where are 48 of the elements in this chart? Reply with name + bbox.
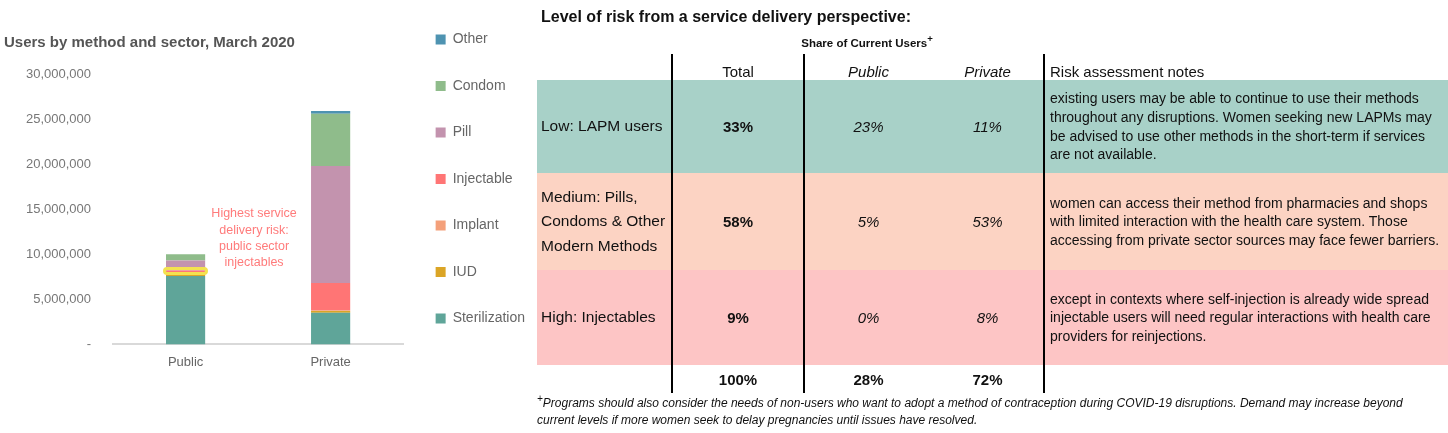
category-label: Public — [804, 54, 932, 80]
text: 8% — [976, 309, 999, 326]
legend-label: IUD — [452, 262, 477, 279]
text: 100% — [718, 370, 758, 388]
bar — [311, 113, 351, 166]
category-label: High: Injectables — [541, 308, 656, 326]
chart-title: Users by method and sector, March 2020 — [4, 33, 295, 51]
bar — [166, 275, 206, 345]
text: Share of Current Users$^{+}$ — [800, 33, 934, 49]
category-label: Total — [672, 54, 804, 80]
text: $^{+}$Programs should also consider the needs of non-users who want to adopt a method of contraception during COVID-19 disruptions. Demand may increase beyond current levels if more women seek to delay pregnancies until issues have resolved. — [537, 392, 1404, 430]
text: 0% — [857, 309, 880, 326]
category-label: Private — [963, 62, 1012, 80]
text: 5% — [857, 213, 880, 230]
y-tick-label: 5,000,000 — [33, 290, 92, 306]
legend-label: Other — [452, 30, 488, 47]
bar — [311, 283, 351, 311]
y-tick-label: 20,000,000 — [25, 155, 92, 171]
text: except in contexts where self-injection is already wide spread injectable users will need regular interactions with health care providers for reinjections. — [1050, 290, 1431, 344]
y-tick-label: 10,000,000 — [25, 245, 92, 261]
text: existing users may be able to continue to use their methods throughout any disruptions. Women seeking new LAPMs may be advised to use other methods in the short-term if services are not available. — [1050, 90, 1432, 163]
text: 33% — [722, 118, 754, 135]
category-label: Medium: Pills, Condoms & Other Modern Methods — [541, 188, 666, 254]
bar — [311, 110, 351, 114]
text: 11% — [973, 118, 1002, 135]
text: Level of risk from a service delivery perspective: — [541, 8, 911, 26]
text: 28% — [853, 370, 884, 388]
legend-label: Injectable — [452, 169, 513, 186]
legend-label: Condom — [452, 76, 506, 93]
text: women can access their method from pharmacies and shops with limited interaction with the health care system. Those accessing from private sector sources may face fewer barriers. — [1050, 194, 1440, 248]
text: 9% — [727, 309, 749, 326]
text: 58% — [722, 213, 754, 230]
annotation: Highest service delivery risk: public sector injectables — [210, 205, 298, 271]
text: 72% — [972, 370, 1003, 388]
y-tick-label: 30,000,000 — [25, 65, 92, 81]
category-label: Risk assessment notes — [1044, 54, 1448, 80]
y-tick-label: 15,000,000 — [25, 200, 92, 216]
text: 23% — [853, 118, 884, 135]
bar — [311, 165, 351, 284]
bar — [311, 312, 351, 345]
y-tick-label: 25,000,000 — [25, 110, 92, 126]
legend-label: Implant — [452, 216, 499, 233]
legend-label: Sterilization — [452, 309, 526, 326]
bar — [166, 254, 206, 261]
y-tick-label: - — [86, 335, 92, 351]
legend-label: Pill — [452, 123, 472, 140]
text: 53% — [972, 213, 1003, 230]
category-label: Low: LAPM users — [541, 117, 663, 135]
